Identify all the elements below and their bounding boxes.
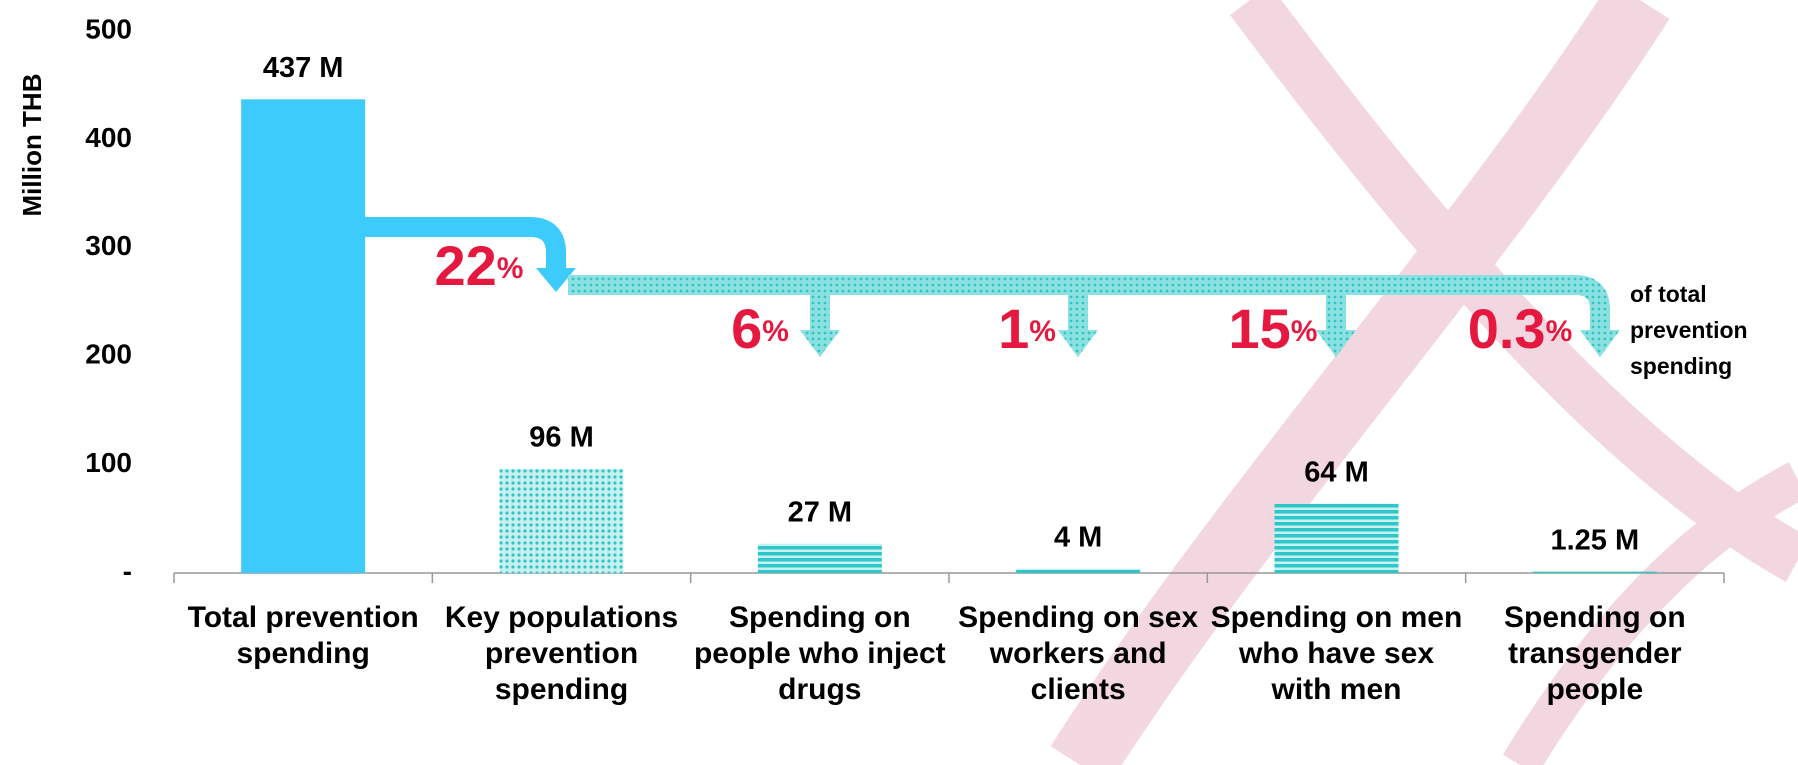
share-label: 0.3% bbox=[1468, 297, 1573, 360]
share-unit: % bbox=[1546, 315, 1573, 348]
y-tick-label: 300 bbox=[85, 230, 132, 261]
bar bbox=[1274, 503, 1399, 573]
x-tick-label: Spending on people who inject drugs bbox=[693, 601, 946, 706]
share-unit: % bbox=[762, 315, 789, 348]
ribbon-background bbox=[1050, 0, 1798, 765]
x-tick-label: Total prevention spending bbox=[187, 601, 419, 670]
x-tick-label: Spending on transgender people bbox=[1504, 601, 1686, 706]
y-tick-label: - bbox=[123, 555, 132, 586]
x-tick-label: Spending on men who have sex with men bbox=[1210, 601, 1463, 706]
share-unit: % bbox=[1291, 315, 1318, 348]
y-tick-label: 100 bbox=[85, 447, 132, 478]
y-tick-label: 200 bbox=[85, 339, 132, 370]
share-label: 22% bbox=[435, 234, 524, 297]
value-label: 1.25 M bbox=[1550, 524, 1639, 556]
x-tick-label: Key populations prevention spending bbox=[444, 601, 679, 706]
value-label: 27 M bbox=[788, 496, 852, 528]
share-unit: % bbox=[1029, 315, 1056, 348]
share-value: 0.3 bbox=[1468, 297, 1546, 360]
note: of total prevention spending bbox=[1630, 281, 1748, 379]
share-value: 22 bbox=[435, 234, 497, 297]
bar bbox=[499, 468, 624, 573]
share-value: 6 bbox=[731, 297, 762, 360]
value-label: 96 M bbox=[529, 422, 593, 454]
share-value: 15 bbox=[1229, 297, 1291, 360]
share-value: 1 bbox=[998, 297, 1029, 360]
value-label: 4 M bbox=[1054, 521, 1102, 553]
share-unit: % bbox=[497, 252, 524, 285]
share-label: 6% bbox=[731, 297, 789, 360]
share-label: 15% bbox=[1229, 297, 1318, 360]
bar bbox=[241, 99, 366, 574]
y-tick-label: 400 bbox=[85, 122, 132, 153]
share-label: 1% bbox=[998, 297, 1056, 360]
x-tick-label: Spending on sex workers and clients bbox=[958, 601, 1199, 706]
value-label: 437 M bbox=[263, 52, 344, 84]
flow-arrows bbox=[365, 217, 1620, 357]
y-tick-label: 500 bbox=[85, 13, 132, 44]
bar bbox=[1532, 571, 1657, 573]
y-axis-label: Million THB bbox=[17, 74, 47, 217]
bar bbox=[1016, 568, 1141, 573]
bar bbox=[757, 543, 882, 573]
value-label: 64 M bbox=[1304, 456, 1368, 488]
